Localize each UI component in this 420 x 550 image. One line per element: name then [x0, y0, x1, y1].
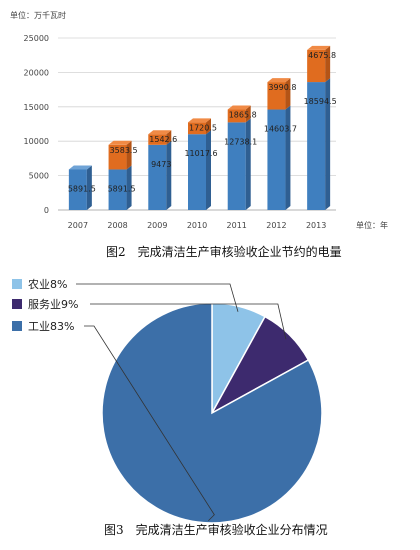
y-tick-label: 5000 — [29, 172, 49, 181]
data-label-series2: 3990.8 — [268, 83, 296, 92]
pie-slice — [101, 302, 323, 524]
bar-series2 — [267, 82, 286, 110]
bar-series2-top — [267, 78, 291, 83]
data-label-series1: 5891.5 — [108, 184, 136, 193]
bar-series1 — [188, 134, 206, 210]
legend-leader-line — [84, 325, 215, 522]
bar-series1-side — [166, 140, 172, 210]
bar-series1 — [148, 144, 167, 210]
bar-series2-top — [148, 130, 172, 135]
pie-slices — [101, 302, 323, 524]
data-label-series1: 5891.5 — [68, 184, 96, 193]
data-label-series1: 11017.6 — [184, 149, 217, 158]
legend-label: 工业83% — [28, 320, 74, 333]
bar-series2-side — [325, 45, 331, 83]
x-tick-label: 2011 — [227, 221, 247, 230]
bar-series2-side — [166, 130, 172, 145]
data-label-series2: 1542.6 — [149, 135, 177, 144]
y-tick-label: 15000 — [24, 103, 49, 112]
data-label-series2: 4675.8 — [308, 51, 336, 60]
bar-series2-top — [188, 118, 211, 123]
x-unit-label: 单位：年 — [356, 220, 388, 230]
legend-label: 服务业9% — [28, 298, 78, 311]
bar-series2 — [227, 109, 246, 123]
bar-marks — [68, 45, 331, 210]
x-tick-label: 2007 — [68, 221, 88, 230]
bar-series1-top — [68, 165, 92, 170]
x-tick-label: 2012 — [266, 221, 286, 230]
bar-series1 — [108, 169, 127, 210]
legend-swatch — [12, 279, 22, 289]
pie-chart: 农业8% 服务业9% 工业83% 图3 完成清洁生产审核验收企业分布情况 — [12, 277, 328, 537]
bar-axis: 0 5000 10000 15000 20000 25000 2007 2008 2009 201… — [24, 34, 327, 230]
bar-series2-top — [108, 140, 132, 145]
x-tick-label: 2009 — [147, 221, 167, 230]
bar-series1-side — [285, 105, 291, 210]
data-label-series1: 18594.5 — [304, 97, 337, 106]
bar-series1 — [307, 82, 326, 210]
data-label-series1: 12738.1 — [224, 137, 257, 146]
bar-series1-side — [245, 118, 251, 210]
bar-series2 — [108, 144, 127, 170]
pie-legend: 农业8% 服务业9% 工业83% — [12, 277, 287, 522]
legend-label: 农业8% — [28, 277, 67, 291]
bar-series2 — [148, 134, 167, 145]
bar-series2-side — [285, 78, 291, 110]
legend-leader-line — [90, 303, 287, 340]
x-tick-label: 2013 — [306, 221, 326, 230]
bar-series2-top — [227, 105, 251, 110]
bar-series2-side — [245, 105, 251, 123]
figure2-caption: 图2 完成清洁生产审核验收企业节约的电量 — [106, 244, 342, 259]
x-tick-label: 2008 — [107, 221, 127, 230]
data-label-series1: 9473 — [151, 160, 171, 169]
bar-series2-side — [206, 118, 211, 135]
data-label-series2: 1865.8 — [229, 111, 257, 120]
y-unit-label: 单位：万千瓦时 — [10, 10, 66, 20]
x-tick-label: 2010 — [187, 221, 207, 230]
data-label-series2: 1720.5 — [189, 123, 217, 132]
bar-chart: 单位：万千瓦时 5891.5 5891.5 3583.5 9473 1542.6 1101… — [10, 10, 388, 259]
bar-series1 — [68, 169, 87, 210]
bar-series1 — [227, 122, 246, 210]
bar-series2 — [188, 122, 206, 135]
bar-data-labels: 5891.5 5891.5 3583.5 9473 1542.6 11017.6 1720.… — [68, 51, 337, 194]
bar-series2-side — [126, 140, 132, 170]
y-tick-label: 0 — [44, 206, 49, 215]
bar-series2 — [307, 49, 326, 83]
bar-series1-side — [206, 130, 211, 210]
bar-series1-side — [86, 165, 92, 210]
y-tick-label: 25000 — [24, 34, 49, 43]
legend-swatch — [12, 321, 22, 331]
legend-swatch — [12, 299, 22, 309]
y-tick-label: 10000 — [24, 137, 49, 146]
data-label-series2: 3583.5 — [110, 146, 138, 155]
figure3-caption: 图3 完成清洁生产审核验收企业分布情况 — [104, 522, 328, 537]
y-tick-label: 20000 — [24, 68, 49, 77]
legend-leader-line — [76, 283, 239, 312]
data-label-series1: 14603.7 — [264, 125, 297, 134]
bar-series2-top — [307, 45, 331, 50]
bar-series1 — [267, 109, 286, 210]
bar-series1-side — [126, 165, 132, 210]
bar-series1-side — [325, 78, 331, 210]
